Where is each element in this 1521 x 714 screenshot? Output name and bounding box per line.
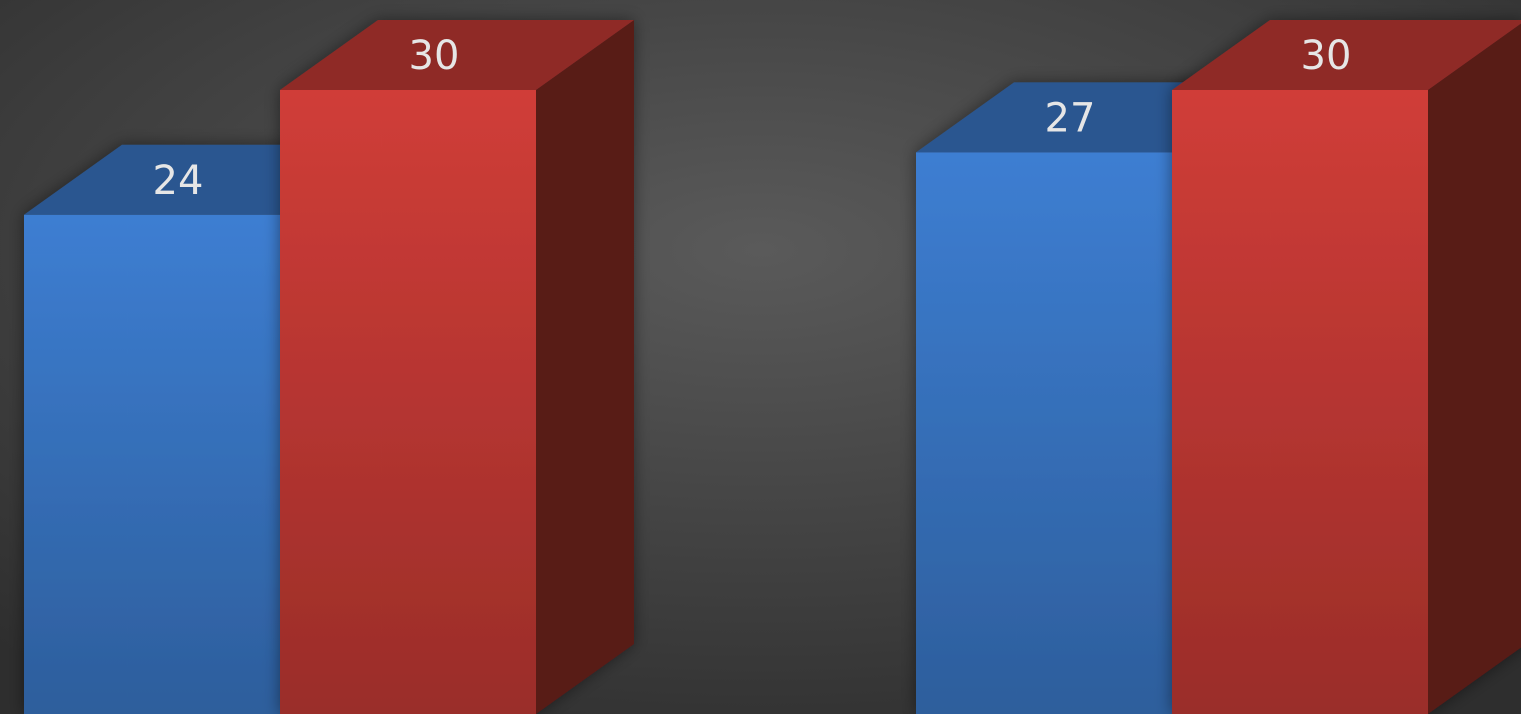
bar bbox=[1172, 20, 1521, 714]
bar-front-face bbox=[280, 90, 536, 714]
bar bbox=[280, 20, 634, 714]
bar-top-face bbox=[280, 20, 634, 90]
bar-front-face bbox=[1172, 90, 1428, 714]
bar-side-face bbox=[536, 20, 634, 714]
bar-front-face bbox=[24, 214, 280, 714]
data-label: 30 bbox=[1301, 33, 1352, 79]
bars-group bbox=[24, 20, 1521, 714]
bar-side-face bbox=[1428, 23, 1521, 714]
data-label: 24 bbox=[153, 158, 204, 204]
data-label: 30 bbox=[409, 33, 460, 79]
bar-front-face bbox=[916, 152, 1172, 714]
data-labels-group: 24 30 27 30 bbox=[153, 33, 1352, 204]
bar-top-face bbox=[1172, 20, 1521, 90]
data-label: 27 bbox=[1045, 95, 1096, 141]
